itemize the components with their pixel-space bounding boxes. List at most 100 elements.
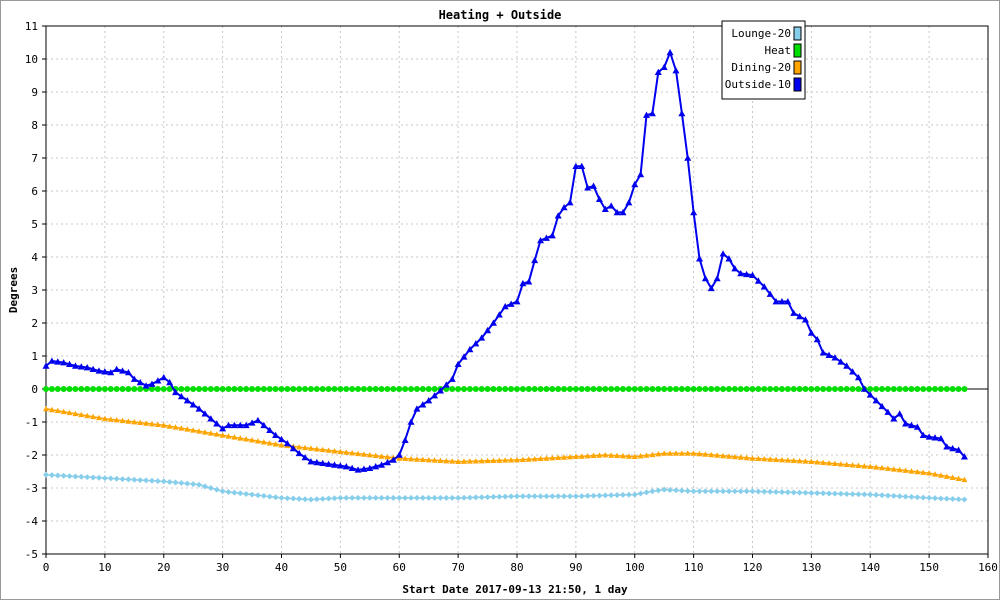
data-point (496, 457, 503, 463)
data-point (932, 495, 939, 502)
data-point (531, 386, 538, 392)
data-point (743, 270, 751, 278)
data-point (720, 452, 727, 459)
data-point (919, 431, 927, 438)
data-point (378, 386, 385, 392)
data-point (460, 353, 468, 360)
data-point (896, 410, 904, 417)
data-point (849, 491, 856, 498)
data-point (808, 458, 815, 464)
data-point (195, 405, 203, 412)
data-point (243, 386, 250, 392)
data-point (278, 442, 285, 448)
data-point (773, 386, 780, 392)
data-point (578, 162, 586, 170)
data-point (178, 425, 185, 431)
data-point (549, 493, 556, 500)
data-point (307, 458, 315, 465)
data-point (555, 454, 562, 461)
data-point (384, 386, 391, 392)
data-point (672, 67, 680, 74)
y-tick-label: -4 (25, 515, 39, 528)
data-point (348, 464, 356, 471)
x-tick-label: 120 (743, 561, 763, 574)
data-point (537, 237, 545, 244)
data-point (849, 368, 857, 375)
data-point (766, 290, 774, 297)
data-point (466, 458, 473, 464)
data-point (884, 386, 891, 392)
data-point (254, 416, 262, 424)
data-point (837, 490, 844, 497)
data-point (572, 493, 579, 500)
data-point (625, 491, 632, 498)
data-point (166, 423, 173, 429)
data-point (290, 386, 297, 392)
data-point (584, 184, 592, 191)
data-point (372, 463, 380, 470)
data-point (289, 444, 297, 452)
data-point (278, 494, 285, 501)
data-point (714, 386, 721, 392)
data-point (855, 491, 862, 498)
data-point (402, 455, 409, 462)
data-point (78, 386, 85, 392)
series-outside-10 (42, 48, 968, 473)
data-point (625, 386, 632, 392)
data-point (572, 453, 579, 460)
data-point (549, 386, 556, 392)
data-point (160, 386, 167, 392)
data-point (755, 386, 762, 392)
data-point (449, 458, 456, 464)
data-point (879, 386, 886, 392)
data-point (484, 386, 491, 392)
data-point (737, 454, 744, 460)
data-point (101, 368, 109, 375)
data-point (843, 490, 850, 497)
x-tick-label: 80 (510, 561, 523, 574)
data-point (431, 457, 438, 463)
data-point (561, 493, 568, 500)
data-point (902, 467, 909, 473)
data-point (254, 492, 261, 499)
data-point (667, 450, 674, 456)
data-point (325, 460, 333, 467)
data-point (396, 386, 403, 392)
data-point (531, 493, 538, 500)
data-point (914, 386, 921, 392)
data-point (243, 436, 250, 442)
data-point (661, 386, 668, 392)
legend-label: Dining-20 (731, 61, 791, 74)
data-point (455, 458, 462, 464)
data-point (737, 488, 744, 495)
data-point (201, 483, 208, 490)
data-point (325, 386, 332, 392)
data-point (243, 490, 250, 497)
data-point (684, 450, 691, 456)
legend-swatch (793, 43, 802, 58)
data-point (814, 490, 821, 497)
data-point (826, 460, 833, 466)
data-point (48, 357, 56, 364)
data-point (773, 456, 780, 463)
data-point (767, 456, 774, 462)
data-point (302, 496, 309, 503)
data-point (531, 256, 539, 264)
data-point (213, 431, 220, 437)
data-point (461, 386, 468, 392)
data-point (508, 493, 515, 500)
data-point (926, 386, 933, 392)
data-point (313, 446, 320, 452)
data-point (725, 255, 733, 262)
data-point (872, 397, 880, 404)
data-point (283, 439, 291, 447)
data-point (702, 386, 709, 392)
data-point (113, 475, 120, 482)
data-point (260, 386, 267, 392)
data-point (242, 421, 250, 429)
data-point (508, 457, 515, 463)
data-point (502, 386, 509, 392)
data-point (820, 386, 827, 392)
data-point (813, 336, 821, 343)
